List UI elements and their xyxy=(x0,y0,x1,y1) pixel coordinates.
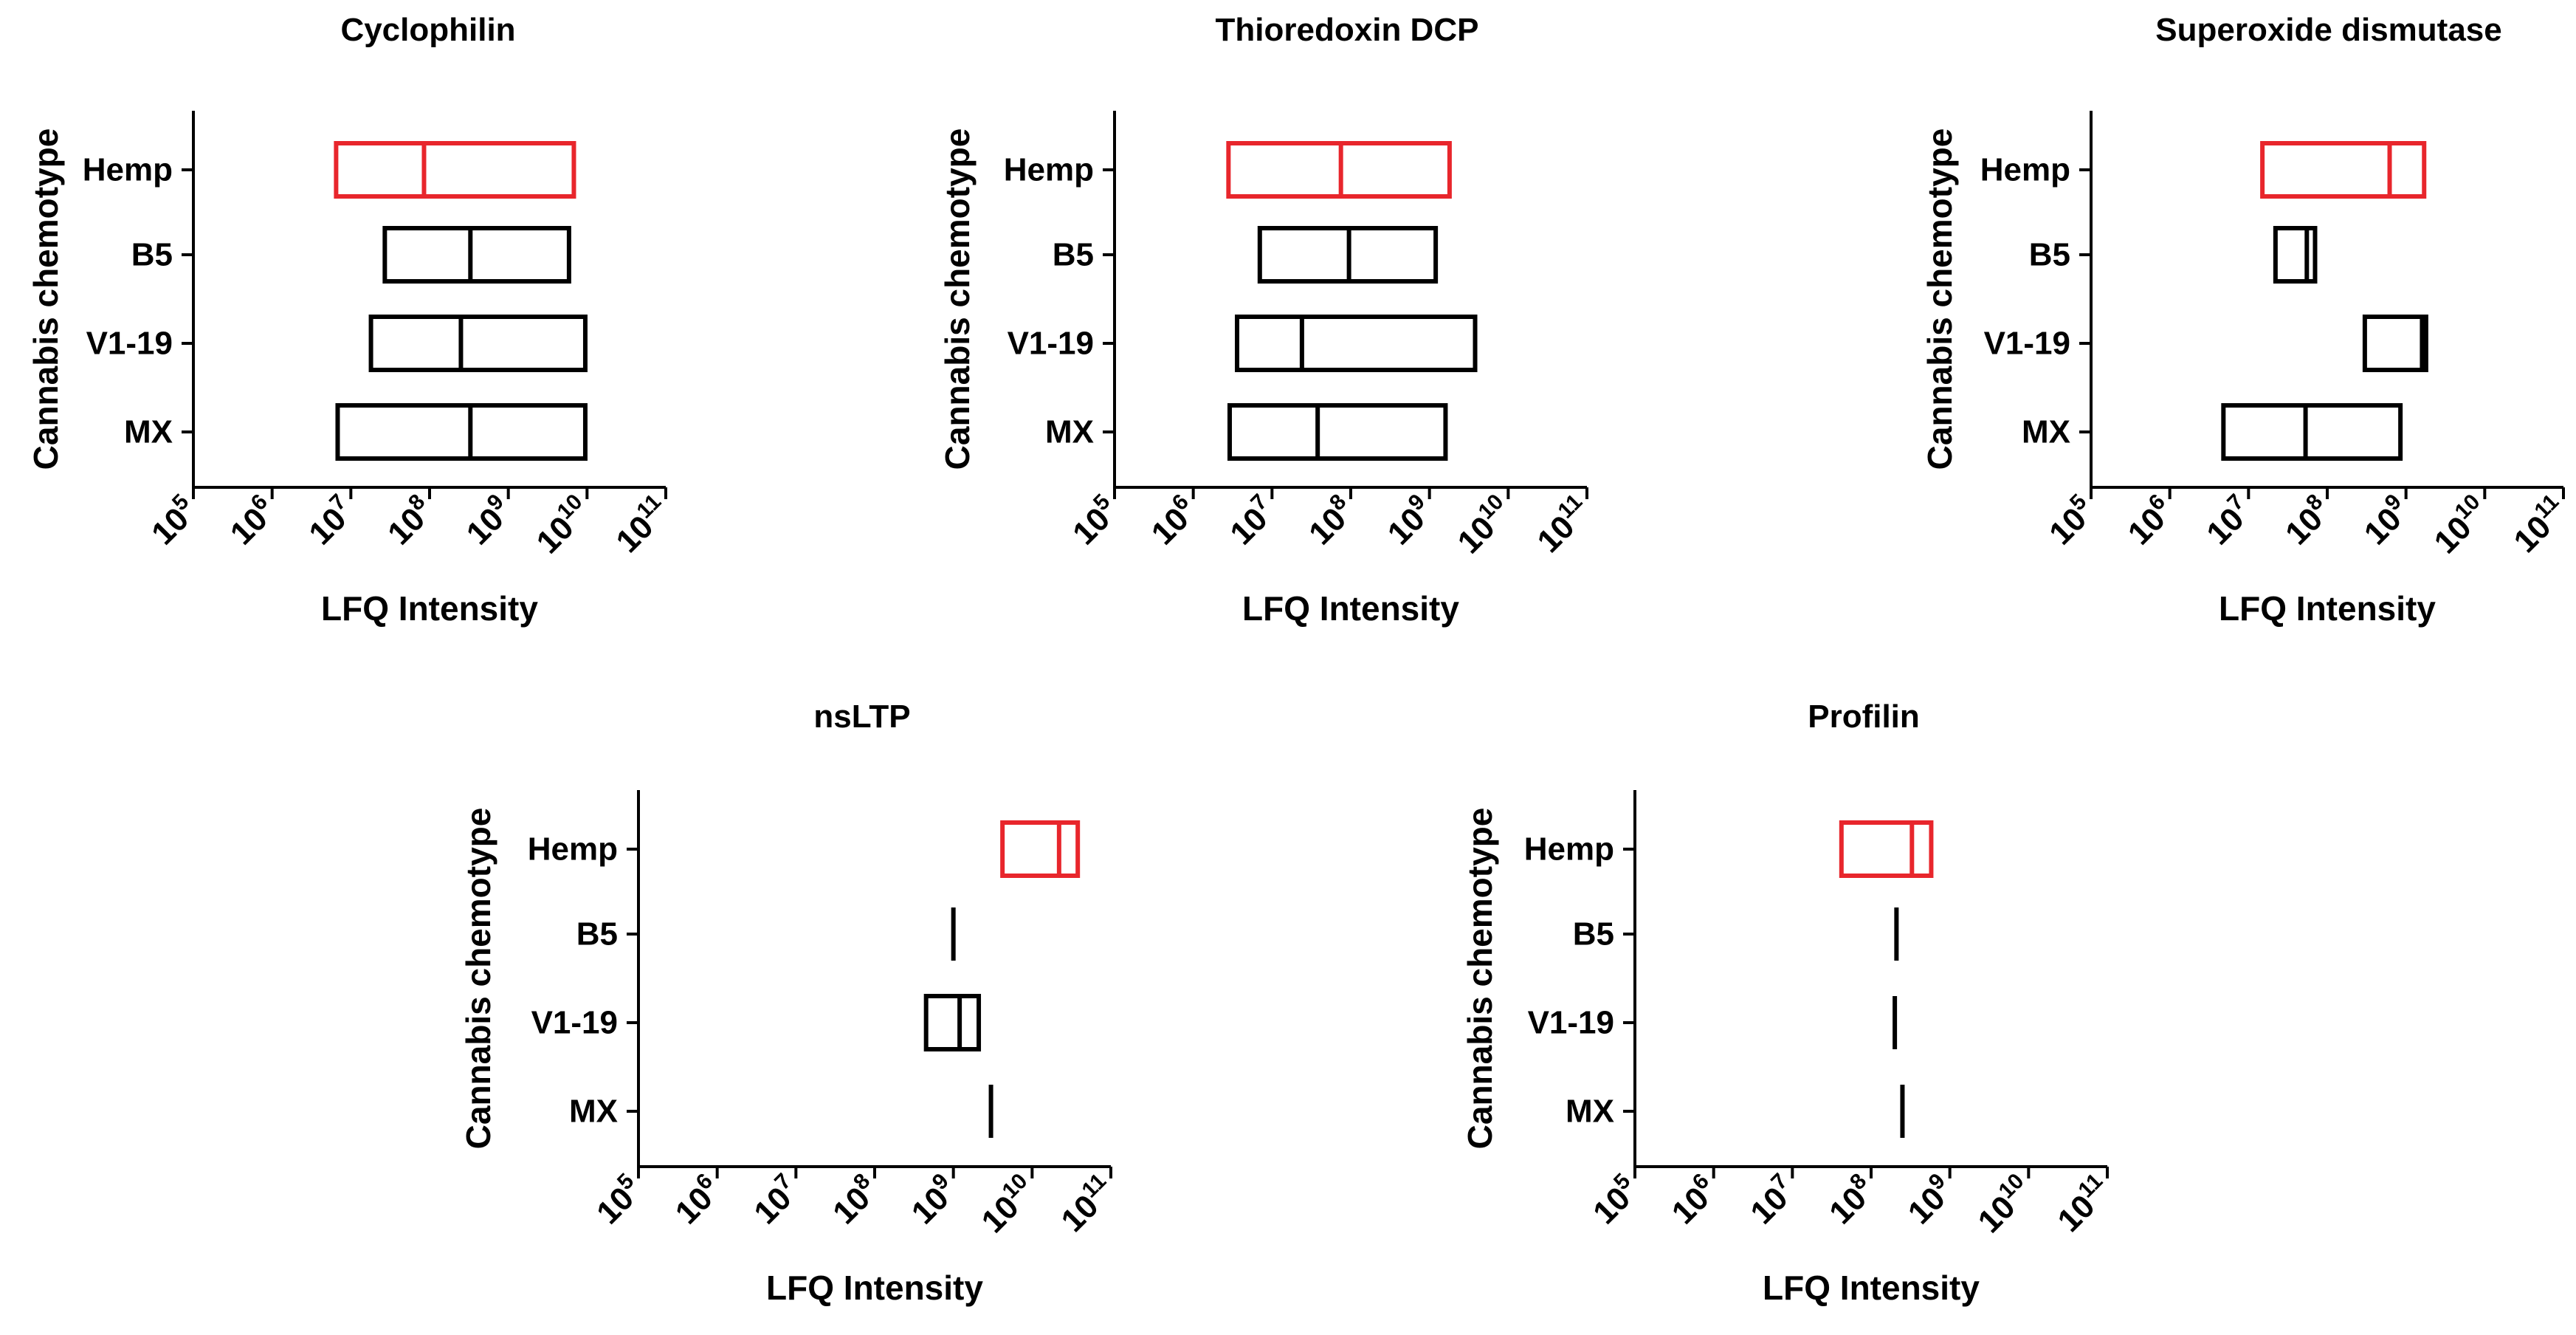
y-tick-label: V1-19 xyxy=(86,326,173,362)
x-tick-label: 1010 xyxy=(2425,490,2496,560)
y-tick-label: V1-19 xyxy=(1008,326,1094,362)
x-tick-label: 1011 xyxy=(2504,490,2575,560)
y-tick-label: B5 xyxy=(1053,237,1094,273)
chart-panel-1: Thioredoxin DCP Cannabis chemotype Hemp B5 V… xyxy=(938,12,1598,628)
x-tick-label: 1011 xyxy=(1052,1169,1122,1239)
y-tick-label: Hemp xyxy=(1980,152,2070,188)
x-tick-label: 107 xyxy=(745,1169,807,1232)
bar-hemp xyxy=(1839,820,1934,878)
bar-hemp xyxy=(1000,820,1081,878)
chart-panel-0: Cyclophilin Cannabis chemotype Hemp B5 V1-19… xyxy=(27,12,677,628)
y-tick-label: MX xyxy=(569,1094,618,1130)
x-tick-label: 108 xyxy=(378,490,441,552)
x-axis-label: LFQ Intensity xyxy=(2219,589,2436,628)
x-tick-label: 105 xyxy=(1063,490,1126,552)
x-tick-label: 108 xyxy=(1299,490,1362,552)
x-tick-label: 1011 xyxy=(1528,490,1598,560)
y-tick-label: V1-19 xyxy=(1984,326,2070,362)
x-tick-label: 107 xyxy=(1741,1169,1804,1232)
y-tick-label: Hemp xyxy=(1004,152,1094,188)
bar-hemp xyxy=(2260,141,2427,199)
x-tick-label: 1011 xyxy=(607,490,677,560)
y-tick-label: MX xyxy=(2022,414,2070,450)
bar-mx xyxy=(1227,403,1448,461)
x-tick-label: 106 xyxy=(1662,1169,1725,1232)
y-tick-label: B5 xyxy=(2029,237,2070,273)
x-tick-label: 109 xyxy=(457,490,520,552)
x-tick-label: 1010 xyxy=(527,490,598,560)
bar-v1-19 xyxy=(2362,315,2428,372)
y-axis-label: Cannabis chemotype xyxy=(1921,128,1959,470)
x-tick-label: 106 xyxy=(2118,490,2181,552)
x-tick-label: 108 xyxy=(823,1169,886,1232)
x-tick-label: 1011 xyxy=(2048,1169,2118,1239)
y-tick-label: Hemp xyxy=(83,152,173,188)
chart-panel-2: Superoxide dismutase Cannabis chemotype He… xyxy=(1921,12,2575,628)
x-tick-label: 106 xyxy=(1142,490,1205,552)
x-tick-label: 109 xyxy=(1898,1169,1961,1232)
bar-hemp xyxy=(334,141,576,199)
bar-b5 xyxy=(382,226,571,284)
x-axis-label: LFQ Intensity xyxy=(321,589,538,628)
x-tick-label: 109 xyxy=(1378,490,1441,552)
x-tick-label: 105 xyxy=(587,1169,650,1232)
y-tick-label: B5 xyxy=(131,237,173,273)
y-tick-label: V1-19 xyxy=(1528,1005,1614,1041)
y-axis-label: Cannabis chemotype xyxy=(1461,808,1499,1150)
y-tick-label: MX xyxy=(1045,414,1094,450)
bar-v1-19 xyxy=(1235,315,1478,372)
y-tick-label: B5 xyxy=(1573,916,1614,953)
x-axis-label: LFQ Intensity xyxy=(1763,1269,1980,1307)
chart-panel-4: Profilin Cannabis chemotype Hemp B5 V1-19 MX 1… xyxy=(1461,699,2118,1307)
y-tick-label: MX xyxy=(124,414,173,450)
x-tick-label: 105 xyxy=(142,490,204,552)
bar-v1-19 xyxy=(368,315,588,372)
y-tick-label: V1-19 xyxy=(531,1005,618,1041)
x-tick-label: 1010 xyxy=(1969,1169,2039,1240)
x-tick-label: 105 xyxy=(2039,490,2102,552)
x-tick-label: 105 xyxy=(1583,1169,1646,1232)
x-tick-label: 1010 xyxy=(972,1169,1043,1240)
chart-title: nsLTP xyxy=(813,699,910,735)
y-tick-label: Hemp xyxy=(1524,831,1614,868)
x-tick-label: 108 xyxy=(2276,490,2338,552)
y-tick-label: Hemp xyxy=(528,831,618,868)
bar-mx xyxy=(2221,403,2403,461)
chart-title: Profilin xyxy=(1808,699,1920,735)
y-axis-label: Cannabis chemotype xyxy=(27,128,65,470)
x-tick-label: 108 xyxy=(1819,1169,1882,1232)
x-tick-label: 1010 xyxy=(1448,490,1519,560)
chart-title: Superoxide dismutase xyxy=(2155,12,2501,48)
y-tick-label: MX xyxy=(1566,1094,1614,1130)
bar-b5 xyxy=(2273,226,2318,284)
y-axis-label: Cannabis chemotype xyxy=(938,128,977,470)
x-tick-label: 106 xyxy=(221,490,283,552)
x-tick-label: 109 xyxy=(2355,490,2417,552)
chart-panel-3: nsLTP Cannabis chemotype Hemp B5 V1-19 MX 105 1… xyxy=(459,699,1122,1307)
x-axis-label: LFQ Intensity xyxy=(1242,589,1459,628)
x-tick-label: 107 xyxy=(2197,490,2260,552)
y-axis-label: Cannabis chemotype xyxy=(459,808,497,1150)
x-tick-label: 109 xyxy=(902,1169,965,1232)
x-tick-label: 107 xyxy=(1221,490,1284,552)
chart-title: Thioredoxin DCP xyxy=(1216,12,1479,48)
bar-mx xyxy=(335,403,588,461)
y-tick-label: B5 xyxy=(576,916,618,953)
x-tick-label: 107 xyxy=(300,490,362,552)
x-axis-label: LFQ Intensity xyxy=(766,1269,983,1307)
chart-title: Cyclophilin xyxy=(340,12,515,48)
x-tick-label: 106 xyxy=(666,1169,729,1232)
bar-v1-19 xyxy=(923,994,982,1051)
